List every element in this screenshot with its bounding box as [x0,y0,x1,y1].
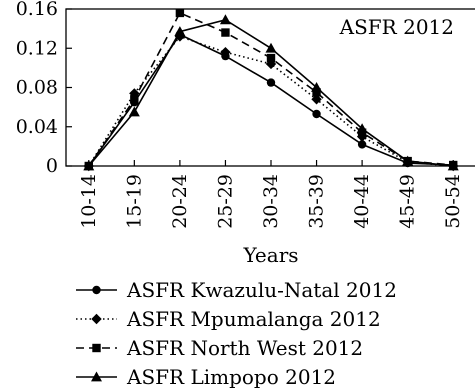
legend-item: ASFR North West 2012 [76,336,363,360]
legend-label: ASFR Kwazulu-Natal 2012 [126,278,397,302]
series-layer [83,8,459,172]
data-point [311,82,323,92]
data-point [357,140,367,149]
y-axis: 0 0.04 0.08 0.12 0.16 [16,0,72,177]
data-point [220,46,231,58]
legend-item: ASFR Mpumalanga 2012 [76,307,381,331]
data-point [266,53,276,63]
legend-marker [92,343,101,353]
y-tick-label: 0.04 [16,116,58,138]
data-point [447,160,459,171]
x-tick-label: 35-39 [306,174,328,229]
x-tick-label: 20-24 [169,174,191,229]
y-tick-label: 0 [46,155,58,177]
x-tick-label: 45-49 [397,174,419,229]
data-point [128,106,140,117]
legend-marker [91,371,102,382]
x-tick-label: 15-19 [123,174,145,229]
data-point [402,155,414,166]
series-line [88,18,454,167]
x-axis-title: Years [242,243,298,267]
data-point [130,95,139,104]
legend-label: ASFR Limpopo 2012 [126,365,336,388]
data-point [312,88,321,97]
y-tick-label: 0.08 [16,77,58,99]
data-point [219,14,231,25]
legend-label: ASFR North West 2012 [126,336,363,360]
x-tick-label: 30-34 [260,174,282,229]
x-axis: 10-14 15-19 20-24 25-29 30-34 35-39 40-44 45-49… [78,160,464,229]
data-point [266,78,276,87]
data-point [312,109,321,119]
legend-marker [92,285,101,295]
data-point [265,58,277,70]
data-point [356,123,368,134]
data-point [174,31,186,42]
x-tick-label: 50-54 [442,174,464,229]
y-tick-label: 0.16 [16,0,58,20]
data-point [221,28,230,37]
x-tick-label: 40-44 [351,174,373,229]
x-tick-label: 25-29 [214,174,236,229]
legend: ASFR Kwazulu-Natal 2012 ASFR Mpumalanga 2… [76,278,397,388]
legend-marker [91,313,102,325]
data-point [83,160,95,171]
data-point [265,42,277,53]
series-4 [83,14,459,171]
legend-label: ASFR Mpumalanga 2012 [126,307,381,331]
legend-item: ASFR Limpopo 2012 [76,365,336,388]
data-point [175,8,185,18]
y-tick-label: 0.12 [16,37,58,59]
series-line [88,35,454,167]
legend-item: ASFR Kwazulu-Natal 2012 [76,278,397,302]
chart-title: ASFR 2012 [339,15,454,39]
data-point [311,94,322,105]
x-tick-label: 10-14 [78,174,100,229]
data-point [174,26,186,36]
